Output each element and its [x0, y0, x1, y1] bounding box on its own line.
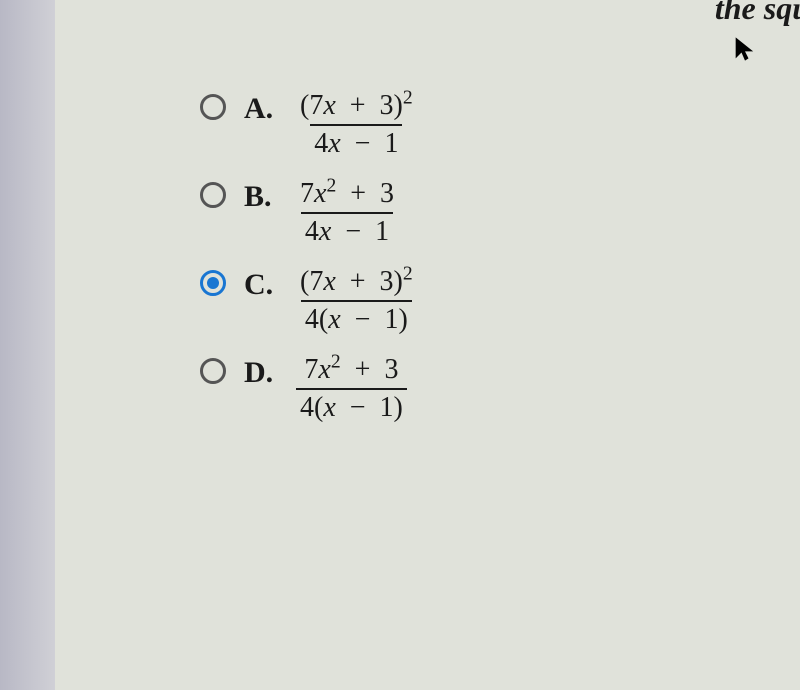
question-header-fragment: the squ [715, 0, 800, 27]
numerator: 7x2 + 3 [300, 354, 402, 388]
option-letter: D. [244, 356, 274, 390]
mouse-cursor-icon [731, 35, 755, 59]
math-expression: (7x + 3)24x − 1 [296, 90, 417, 160]
denominator: 4x − 1 [301, 212, 393, 248]
answer-options: A.(7x + 3)24x − 1B.7x2 + 34x − 1C.(7x + … [200, 90, 417, 442]
option-letter: A. [244, 92, 274, 126]
answer-option-c[interactable]: C. (7x + 3)24(x − 1) [200, 266, 417, 336]
numerator: 7x2 + 3 [296, 178, 398, 212]
numerator: (7x + 3)2 [296, 90, 417, 124]
answer-option-d[interactable]: D. 7x2 + 34(x − 1) [200, 354, 417, 424]
denominator: 4(x − 1) [296, 388, 407, 424]
numerator: (7x + 3)2 [296, 266, 417, 300]
option-letter: C. [244, 268, 274, 302]
answer-option-a[interactable]: A. (7x + 3)24x − 1 [200, 90, 417, 160]
math-expression: 7x2 + 34(x − 1) [296, 354, 407, 424]
math-expression: 7x2 + 34x − 1 [296, 178, 398, 248]
radio-button[interactable] [200, 182, 226, 208]
denominator: 4x − 1 [310, 124, 402, 160]
math-expression: (7x + 3)24(x − 1) [296, 266, 417, 336]
radio-button[interactable] [200, 270, 226, 296]
option-letter: B. [244, 180, 274, 214]
radio-button[interactable] [200, 94, 226, 120]
answer-option-b[interactable]: B. 7x2 + 34x − 1 [200, 178, 417, 248]
denominator: 4(x − 1) [301, 300, 412, 336]
radio-button[interactable] [200, 358, 226, 384]
